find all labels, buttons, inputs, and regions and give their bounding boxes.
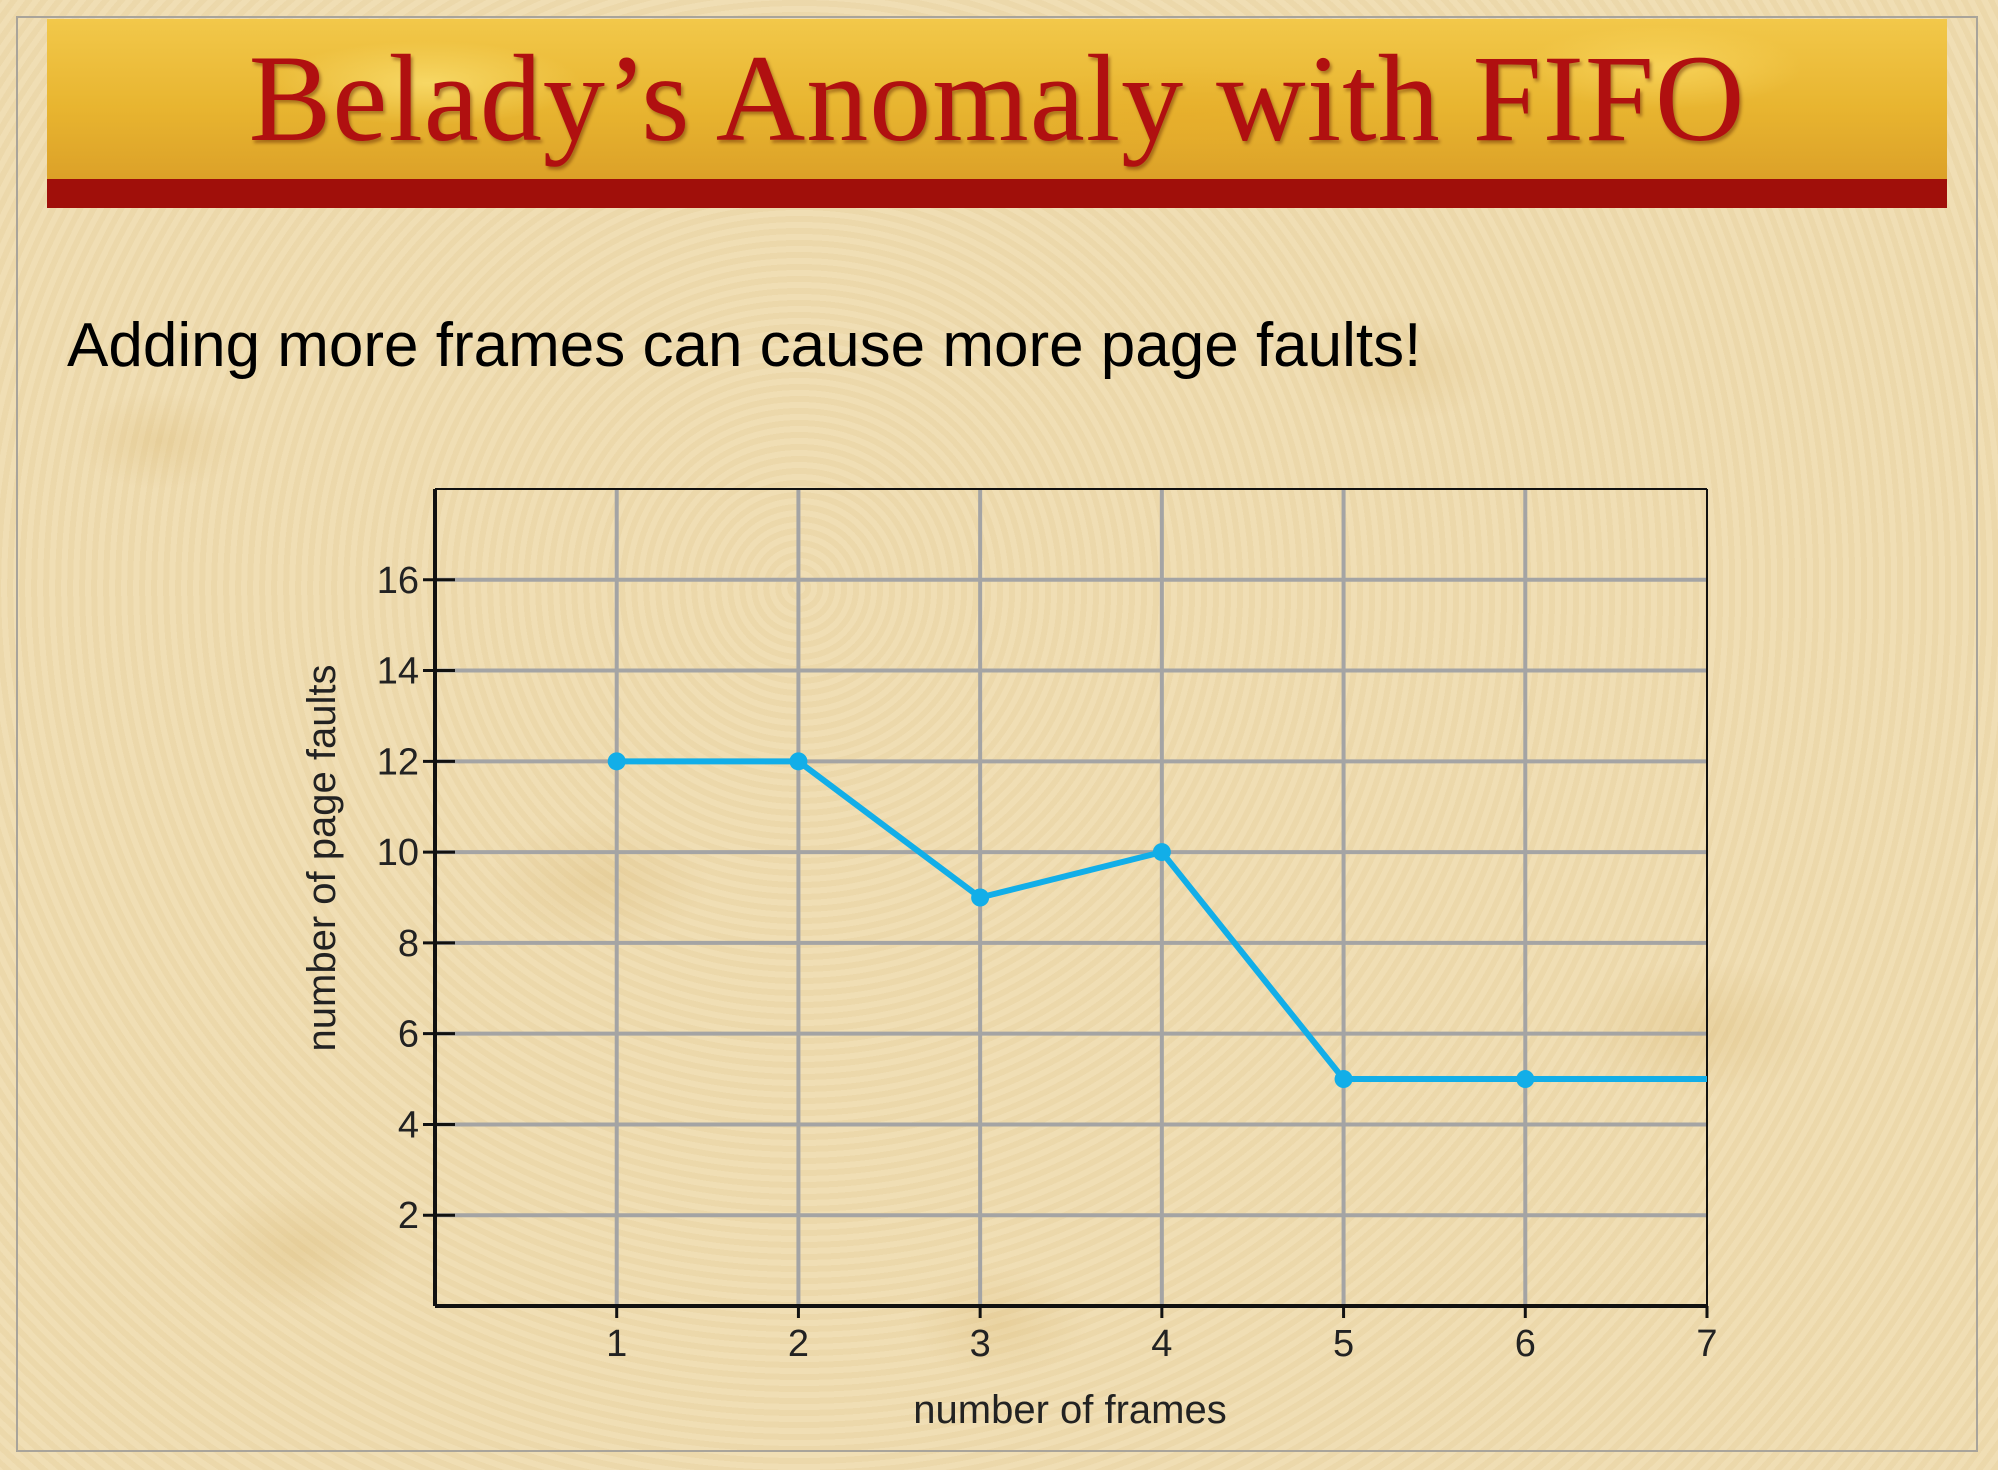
y-tick-label: 14 xyxy=(377,651,419,693)
grid-lines xyxy=(435,489,1707,1306)
y-tick-label: 6 xyxy=(398,1014,419,1056)
plot-area-background xyxy=(435,489,1707,1306)
axes xyxy=(423,488,1709,1318)
data-point xyxy=(1334,1070,1353,1089)
x-tick-label: 5 xyxy=(1333,1323,1354,1365)
title-band xyxy=(47,19,1947,179)
title-underline-bar xyxy=(47,179,1947,208)
y-tick-label: 8 xyxy=(398,923,419,965)
y-axis-label: number of page faults xyxy=(300,665,344,1052)
y-tick-label: 12 xyxy=(377,741,419,783)
x-tick-label: 6 xyxy=(1515,1323,1536,1365)
y-tick-label: 2 xyxy=(398,1195,419,1237)
x-tick-label: 3 xyxy=(970,1323,991,1365)
data-point xyxy=(607,752,626,771)
y-tick-label: 4 xyxy=(398,1104,419,1146)
data-point xyxy=(1152,843,1171,862)
slide-border xyxy=(16,16,1978,1452)
slide-subtitle: Adding more frames can cause more page f… xyxy=(67,311,1422,380)
x-tick-label: 2 xyxy=(788,1323,809,1365)
data-point xyxy=(1516,1070,1535,1089)
x-tick-label: 1 xyxy=(606,1323,627,1365)
slide-title: Belady’s Anomaly with FIFO xyxy=(248,30,1746,167)
series-group xyxy=(607,752,1707,1089)
x-axis-label: number of frames xyxy=(913,1388,1226,1432)
data-point xyxy=(971,888,990,907)
y-tick-label: 10 xyxy=(377,832,419,874)
data-point xyxy=(789,752,808,771)
x-tick-label: 4 xyxy=(1151,1323,1172,1365)
x-tick-label: 7 xyxy=(1696,1323,1717,1365)
y-tick-label: 16 xyxy=(377,560,419,602)
